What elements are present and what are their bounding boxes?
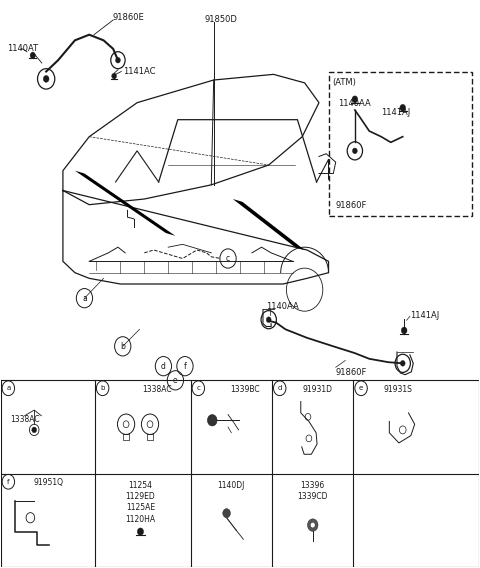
Text: 91931S: 91931S [384,385,412,394]
Text: 1339CD: 1339CD [298,492,328,501]
Text: 91860F: 91860F [336,201,367,210]
Text: 91951Q: 91951Q [34,478,63,487]
Circle shape [352,148,357,154]
Text: 91860F: 91860F [336,369,367,378]
Text: e: e [359,385,363,391]
Circle shape [137,528,144,535]
Circle shape [266,317,271,323]
Text: e: e [173,376,178,385]
Text: b: b [120,342,125,351]
Circle shape [116,57,120,63]
Text: 1141AJ: 1141AJ [381,108,410,118]
Text: 91931D: 91931D [302,385,333,394]
Circle shape [207,415,217,426]
Circle shape [400,105,406,111]
Circle shape [43,76,49,82]
Text: 91860E: 91860E [112,13,144,22]
Text: (ATM): (ATM) [332,78,356,87]
Text: 1140DJ: 1140DJ [218,481,245,490]
Text: d: d [161,362,166,371]
Text: 1339BC: 1339BC [230,385,260,394]
Circle shape [308,519,318,531]
Circle shape [30,52,36,59]
Text: 1129ED: 1129ED [126,492,156,501]
Circle shape [352,96,358,103]
Text: 11254: 11254 [129,481,153,490]
Text: 1141AJ: 1141AJ [410,311,439,320]
Circle shape [311,522,315,528]
Text: 1338AC: 1338AC [10,415,39,424]
Text: 1140AA: 1140AA [338,99,371,108]
Text: 91850D: 91850D [204,15,237,24]
Text: f: f [183,362,186,371]
Circle shape [223,509,230,517]
Text: 1140AT: 1140AT [7,44,38,53]
Circle shape [32,427,36,433]
Text: 1140AA: 1140AA [266,302,299,311]
Text: a: a [6,385,11,391]
Text: c: c [226,254,230,263]
Text: b: b [100,385,105,391]
Circle shape [112,73,117,79]
Text: 1125AE: 1125AE [126,503,155,512]
Text: 1120HA: 1120HA [125,515,156,524]
Text: 1141AC: 1141AC [123,67,155,76]
Text: 1338AC: 1338AC [143,385,172,394]
Text: 13396: 13396 [300,481,325,490]
Polygon shape [75,170,175,236]
Text: f: f [7,479,10,485]
Circle shape [400,361,405,366]
Text: d: d [277,385,282,391]
Text: c: c [196,385,200,391]
Text: a: a [82,294,87,303]
Polygon shape [233,199,305,250]
Circle shape [401,327,407,334]
